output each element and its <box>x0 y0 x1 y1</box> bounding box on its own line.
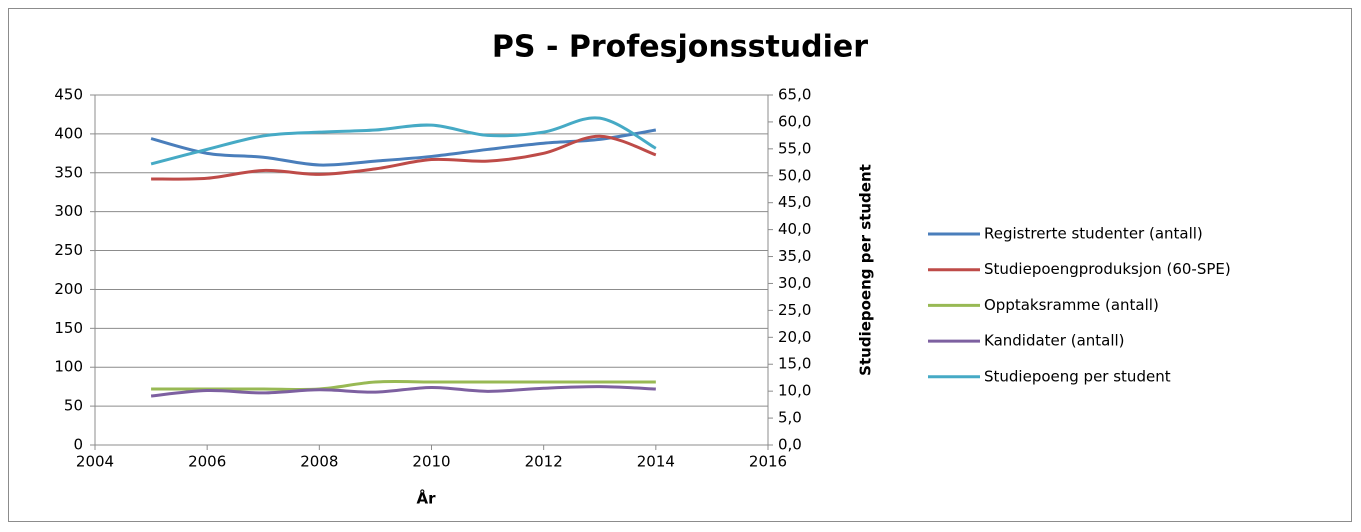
y2-tick-label: 15,0 <box>778 355 811 373</box>
legend-label: Registrerte studenter (antall) <box>984 225 1203 243</box>
y2-tick-label: 0,0 <box>778 436 802 454</box>
y2-tick-label: 10,0 <box>778 382 811 400</box>
x-tick-label: 2016 <box>749 453 787 471</box>
legend-label: Kandidater (antall) <box>984 332 1125 350</box>
y2-tick-label: 25,0 <box>778 301 811 319</box>
y-tick-label: 50 <box>64 397 83 415</box>
chart-title: PS - Profesjonsstudier <box>492 30 868 65</box>
chart-border <box>8 8 1352 522</box>
y-tick-label: 400 <box>54 124 83 142</box>
x-tick-label: 2006 <box>188 453 226 471</box>
y2-tick-label: 60,0 <box>778 112 811 130</box>
legend-label: Studiepoeng per student <box>984 367 1171 385</box>
series-line <box>150 385 656 398</box>
series-line <box>151 379 656 392</box>
y-tick-label: 250 <box>54 241 83 259</box>
series-line <box>150 128 657 167</box>
y2-tick-label: 65,0 <box>778 86 811 104</box>
x-axis-label: År <box>416 489 436 508</box>
series-line <box>150 116 657 166</box>
y-tick-label: 150 <box>54 319 83 337</box>
y2-tick-label: 50,0 <box>778 166 811 184</box>
y2-tick-label: 20,0 <box>778 328 811 346</box>
y2-tick-label: 45,0 <box>778 193 811 211</box>
x-tick-label: 2008 <box>300 453 338 471</box>
x-tick-label: 2014 <box>637 453 675 471</box>
legend-label: Studiepoengproduksjon (60-SPE) <box>984 260 1231 278</box>
y2-tick-label: 35,0 <box>778 247 811 265</box>
x-tick-label: 2010 <box>412 453 450 471</box>
y2-tick-label: 55,0 <box>778 139 811 157</box>
y-tick-label: 100 <box>54 358 83 376</box>
y-tick-label: 350 <box>54 163 83 181</box>
y2-tick-label: 40,0 <box>778 220 811 238</box>
y-tick-label: 0 <box>73 436 83 454</box>
y2-tick-label: 5,0 <box>778 409 802 427</box>
legend-label: Opptaksramme (antall) <box>984 296 1159 314</box>
y-tick-label: 200 <box>54 280 83 298</box>
x-tick-label: 2012 <box>525 453 563 471</box>
y-tick-label: 450 <box>54 86 83 104</box>
x-tick-label: 2004 <box>76 453 114 471</box>
series-line <box>151 134 657 181</box>
y-tick-label: 300 <box>54 202 83 220</box>
y2-tick-label: 30,0 <box>778 274 811 292</box>
y2-axis-label: Studiepoeng per student <box>857 164 875 376</box>
